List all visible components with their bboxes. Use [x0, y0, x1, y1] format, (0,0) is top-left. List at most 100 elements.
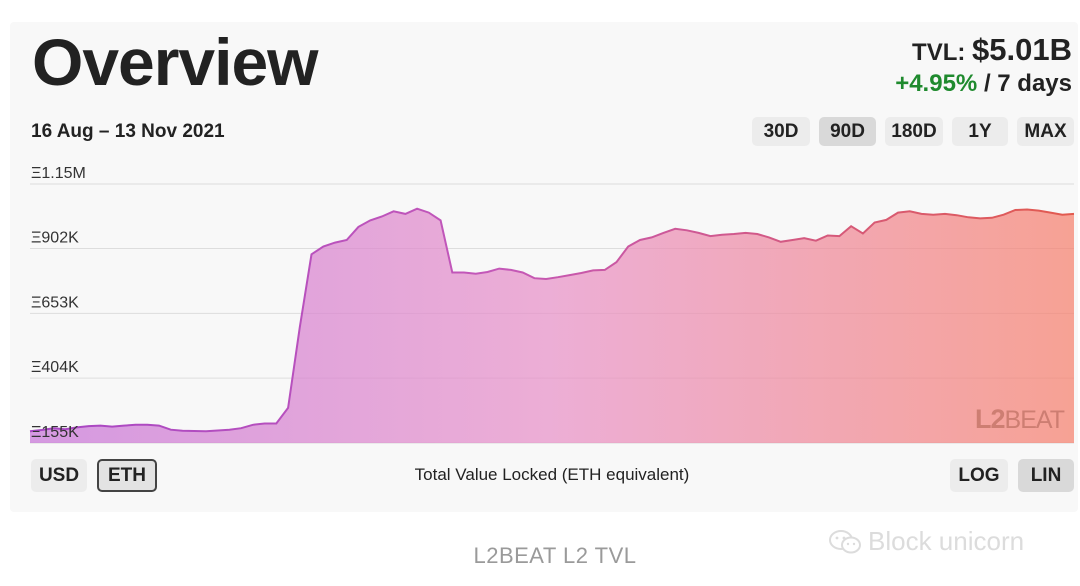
- tvl-change-percent: +4.95%: [895, 70, 978, 97]
- page-title: Overview: [32, 25, 319, 99]
- tvl-data-point: [768, 237, 769, 238]
- tvl-data-point: [205, 431, 206, 432]
- tvl-data-point: [792, 239, 793, 240]
- timeframe-180d-button[interactable]: 180D: [885, 117, 943, 146]
- tvl-data-point: [874, 222, 875, 223]
- tvl-data-point: [463, 272, 464, 273]
- l2beat-logo: L2BEAT: [975, 404, 1065, 434]
- tvl-data-point: [334, 242, 335, 243]
- chart-area-layer: [29, 207, 1075, 443]
- tvl-data-point: [804, 238, 805, 239]
- tvl-data-point: [299, 327, 300, 328]
- tvl-data-point: [217, 430, 218, 431]
- tvl-data-point: [370, 220, 371, 221]
- tvl-data-point: [1038, 210, 1039, 211]
- brand-watermark-text: Block unicorn: [868, 526, 1025, 556]
- tvl-data-point: [1003, 214, 1004, 215]
- tvl-data-point: [933, 214, 934, 215]
- tvl-data-point: [229, 429, 230, 430]
- tvl-data-point: [569, 275, 570, 276]
- tvl-data-point: [534, 278, 535, 279]
- tvl-data-point: [452, 272, 453, 273]
- tvl-data-point: [522, 272, 523, 273]
- y-tick-label: Ξ1.15M: [31, 165, 86, 182]
- tvl-data-point: [616, 262, 617, 263]
- timeframe-selector: 30D 90D 180D 1Y MAX: [752, 117, 1074, 146]
- tvl-data-point: [123, 425, 124, 426]
- tvl-data-point: [921, 213, 922, 214]
- tvl-data-point: [381, 216, 382, 217]
- tvl-data-point: [393, 211, 394, 212]
- tvl-data-point: [780, 241, 781, 242]
- tvl-data-point: [487, 271, 488, 272]
- tvl-data-point: [593, 270, 594, 271]
- tvl-data-point: [252, 424, 253, 425]
- tvl-data-point: [358, 226, 359, 227]
- tvl-data-point: [1073, 213, 1074, 214]
- tvl-data-point: [1050, 212, 1051, 213]
- tvl-data-point: [968, 217, 969, 218]
- tvl-data-point: [745, 232, 746, 233]
- log-scale-button[interactable]: LOG: [950, 459, 1008, 492]
- tvl-data-point: [147, 424, 148, 425]
- tvl-data-point: [417, 208, 418, 209]
- tvl-data-point: [475, 273, 476, 274]
- tvl-data-point: [628, 246, 629, 247]
- tvl-data-point: [639, 239, 640, 240]
- tvl-data-point: [288, 407, 289, 408]
- tvl-data-point: [757, 233, 758, 234]
- tvl-data-point: [663, 232, 664, 233]
- timeframe-90d-button[interactable]: 90D: [819, 117, 876, 146]
- timeframe-1y-button[interactable]: 1Y: [952, 117, 1008, 146]
- tvl-data-point: [733, 233, 734, 234]
- tvl-data-point: [604, 269, 605, 270]
- tvl-data-point: [557, 277, 558, 278]
- timeframe-30d-button[interactable]: 30D: [752, 117, 810, 146]
- tvl-data-point: [980, 218, 981, 219]
- tvl-data-point: [722, 234, 723, 235]
- tvl-data-point: [158, 425, 159, 426]
- tvl-data-point: [956, 215, 957, 216]
- usd-button[interactable]: USD: [31, 459, 87, 492]
- eth-button[interactable]: ETH: [97, 459, 157, 492]
- tvl-data-point: [686, 230, 687, 231]
- y-axis-ticks: Ξ1.15M Ξ902K Ξ653K Ξ404K Ξ155K: [31, 165, 86, 441]
- tvl-data-point: [499, 268, 500, 269]
- tvl-data-point: [100, 425, 101, 426]
- tvl-data-point: [135, 424, 136, 425]
- tvl-data-point: [651, 237, 652, 238]
- timeframe-max-button[interactable]: MAX: [1017, 117, 1074, 146]
- tvl-data-point: [851, 226, 852, 227]
- y-tick-label: Ξ902K: [31, 230, 79, 247]
- currency-toggle: USD ETH: [31, 459, 157, 492]
- tvl-value: $5.01B: [972, 32, 1072, 67]
- tvl-data-point: [194, 430, 195, 431]
- tvl-change-period: / 7 days: [983, 70, 1072, 97]
- tvl-data-point: [182, 430, 183, 431]
- tvl-data-point: [264, 423, 265, 424]
- tvl-data-point: [428, 212, 429, 213]
- tvl-area-fill: [30, 208, 1074, 443]
- lin-scale-button[interactable]: LIN: [1018, 459, 1074, 492]
- brand-watermark: Block unicorn: [828, 526, 1024, 557]
- y-tick-label: Ξ653K: [31, 294, 79, 311]
- tvl-data-point: [323, 246, 324, 247]
- tvl-data-point: [1015, 209, 1016, 210]
- tvl-data-point: [276, 423, 277, 424]
- tvl-data-point: [991, 217, 992, 218]
- tvl-data-point: [710, 236, 711, 237]
- chart-caption: Total Value Locked (ETH equivalent): [414, 465, 690, 484]
- y-tick-label: Ξ155K: [31, 424, 79, 441]
- tvl-data-point: [112, 426, 113, 427]
- tvl-data-point: [909, 211, 910, 212]
- tvl-data-point: [1062, 214, 1063, 215]
- tvl-data-point: [698, 232, 699, 233]
- tvl-data-point: [1027, 209, 1028, 210]
- tvl-data-point: [170, 429, 171, 430]
- tvl-data-point: [675, 228, 676, 229]
- tvl-data-point: [944, 213, 945, 214]
- tvl-label: TVL:: [912, 39, 966, 66]
- tvl-data-point: [241, 428, 242, 429]
- date-range: 16 Aug – 13 Nov 2021: [31, 121, 225, 142]
